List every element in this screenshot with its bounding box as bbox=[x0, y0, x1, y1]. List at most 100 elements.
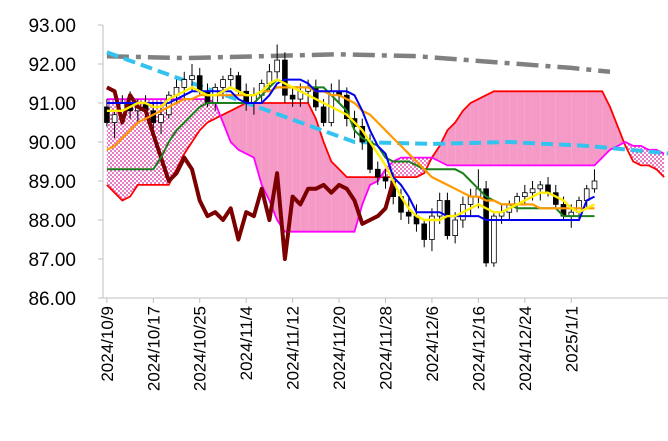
cloud-segment bbox=[470, 99, 479, 166]
x-tick-label: 2024/11/28 bbox=[377, 306, 396, 390]
cloud-segment bbox=[501, 91, 510, 166]
cloud-segment bbox=[602, 91, 610, 158]
cloud-segment bbox=[571, 91, 579, 166]
cloud-segment bbox=[222, 110, 231, 142]
candle-down bbox=[104, 106, 110, 123]
cloud-segment bbox=[509, 91, 518, 166]
cloud-segment bbox=[230, 106, 239, 150]
x-tick-label: 2025/1/1 bbox=[562, 306, 581, 372]
cloud-segment bbox=[648, 149, 657, 170]
y-tick-label: 89.00 bbox=[28, 172, 76, 193]
candle-down bbox=[320, 106, 327, 123]
cloud-segment bbox=[640, 145, 649, 166]
cloud-segment bbox=[114, 99, 123, 201]
cloud-segment bbox=[455, 110, 463, 166]
cloud-segment bbox=[346, 177, 355, 232]
cloud-segment bbox=[532, 91, 541, 166]
cloud-segment bbox=[594, 91, 603, 166]
x-tick-label: 2024/10/17 bbox=[144, 306, 163, 391]
trend-dashdot-line bbox=[106, 52, 611, 75]
candle-up bbox=[467, 196, 474, 205]
candle-up bbox=[529, 188, 536, 194]
x-tick-label: 2024/11/20 bbox=[330, 306, 349, 390]
candle-up bbox=[491, 215, 497, 264]
cloud-segment bbox=[563, 91, 572, 166]
candle-up bbox=[181, 79, 188, 88]
indicator-lines bbox=[105, 78, 596, 261]
cloud-segment bbox=[493, 91, 502, 166]
candle-down bbox=[483, 188, 489, 264]
cloud-segment bbox=[354, 177, 363, 232]
candle-up bbox=[522, 192, 528, 197]
cloud-segment bbox=[261, 103, 270, 201]
cloud-segment bbox=[517, 91, 525, 166]
x-tick-label: 2024/10/25 bbox=[191, 306, 210, 391]
candle-up bbox=[227, 75, 234, 80]
y-tick-label: 88.00 bbox=[28, 211, 76, 232]
candle-down bbox=[282, 59, 288, 96]
cloud-segment bbox=[439, 130, 448, 166]
y-tick-label: 90.00 bbox=[28, 133, 76, 154]
cloud-segment bbox=[122, 99, 131, 201]
cloud-segment bbox=[315, 118, 324, 232]
candle-up bbox=[158, 114, 164, 123]
candle-up bbox=[274, 59, 280, 73]
cloud-segment bbox=[168, 99, 177, 185]
axes: 86.00 87.00 88.00 89.00 90.00 91.00 92.00 93.00… bbox=[28, 16, 668, 391]
candle-up bbox=[591, 180, 598, 190]
cloud-segment bbox=[555, 91, 564, 166]
x-tick-label: 2024/12/24 bbox=[516, 306, 535, 391]
candle-up bbox=[429, 215, 435, 240]
cloud-segment bbox=[548, 91, 556, 166]
cloud-segment bbox=[540, 91, 549, 166]
y-tick-label: 92.00 bbox=[28, 55, 76, 76]
x-tick-label: 2024/12/6 bbox=[423, 306, 442, 382]
y-tick-label: 91.00 bbox=[28, 94, 76, 115]
cloud-segment bbox=[238, 103, 247, 154]
candle-up bbox=[220, 79, 226, 88]
cloud-segment bbox=[339, 169, 347, 232]
cloud-segment bbox=[609, 106, 618, 150]
candle-up bbox=[111, 114, 118, 123]
candle-down bbox=[235, 75, 242, 92]
x-tick-label: 2024/12/16 bbox=[469, 306, 488, 391]
ma-long-line bbox=[106, 86, 595, 210]
cloud-segment bbox=[462, 103, 471, 166]
cloud-segment bbox=[586, 91, 595, 166]
cloud-segment bbox=[176, 99, 185, 170]
cloud-segment bbox=[524, 91, 533, 166]
candle-up bbox=[452, 219, 458, 237]
candle-up bbox=[189, 75, 195, 80]
candle-down bbox=[196, 75, 203, 92]
cloud-segment bbox=[486, 91, 494, 166]
tenkan-line bbox=[106, 78, 595, 221]
trend-dashed-line bbox=[106, 50, 668, 156]
x-tick-label: 2024/11/4 bbox=[237, 306, 256, 380]
candle-down bbox=[343, 94, 350, 119]
y-tick-label: 87.00 bbox=[28, 250, 76, 271]
cloud-segment bbox=[207, 99, 216, 123]
trend-lines bbox=[106, 50, 668, 156]
x-tick-label: 2024/11/12 bbox=[284, 306, 303, 390]
candle-down bbox=[289, 94, 296, 100]
y-tick-label: 86.00 bbox=[28, 289, 76, 310]
candle-down bbox=[382, 176, 389, 182]
lagging-span-line bbox=[105, 85, 396, 261]
cloud-segment bbox=[478, 95, 487, 166]
cloud-segment bbox=[184, 99, 193, 154]
cloud-segment bbox=[130, 99, 138, 197]
candle-down bbox=[374, 168, 381, 178]
ichimoku-cloud bbox=[106, 91, 665, 232]
candle-up bbox=[436, 200, 443, 217]
cloud-segment bbox=[308, 103, 316, 232]
candle-down bbox=[421, 223, 427, 240]
ma-short-line bbox=[106, 78, 596, 222]
y-tick-label: 93.00 bbox=[28, 16, 76, 37]
candle-down bbox=[405, 211, 412, 217]
cloud-segment bbox=[246, 103, 254, 158]
x-tick-label: 2024/10/9 bbox=[98, 306, 117, 382]
candle-up bbox=[537, 184, 544, 190]
cloud-segment bbox=[331, 161, 340, 232]
